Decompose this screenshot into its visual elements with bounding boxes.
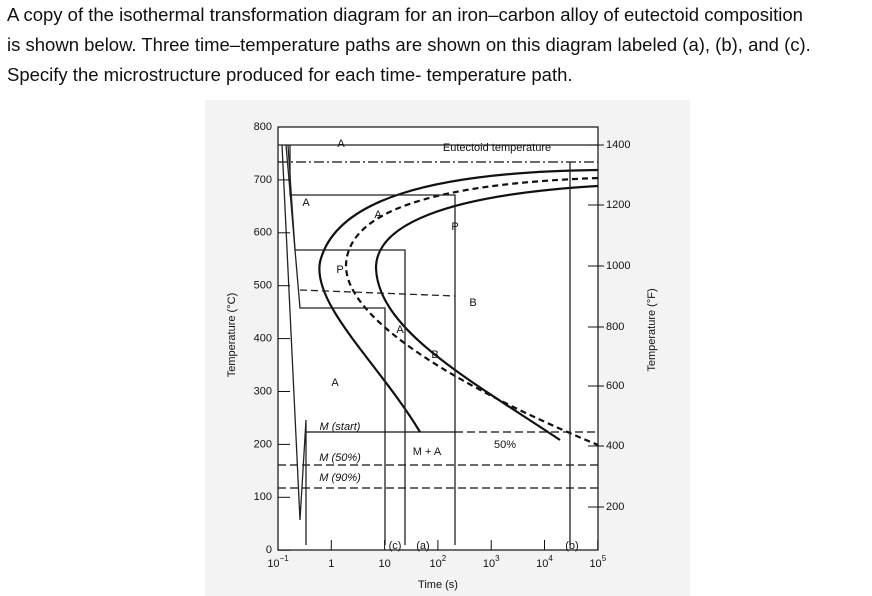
path-line bbox=[281, 144, 307, 545]
x-tick-exp: 5 bbox=[602, 554, 607, 563]
x-tick-base: 10 bbox=[267, 558, 279, 570]
question-line: A copy of the isothermal transformation … bbox=[7, 4, 803, 25]
x-tick-label: 10−1 bbox=[267, 554, 289, 570]
diagram-label: (c) bbox=[389, 540, 402, 552]
x-tick-label: 10 bbox=[378, 558, 390, 570]
x-axis-label: Time (s) bbox=[418, 579, 458, 591]
diagram-label: A bbox=[337, 138, 345, 150]
diagram-label: B bbox=[431, 349, 438, 361]
y2-tick-label: 400 bbox=[606, 440, 624, 452]
y-axis-label: Temperature (°C) bbox=[226, 293, 238, 377]
diagram-label: 50% bbox=[494, 439, 516, 451]
question: A copy of the isothermal transformation … bbox=[7, 0, 811, 90]
y-tick-label: 0 bbox=[266, 544, 272, 556]
question-line: is shown below. Three time–temperature p… bbox=[7, 34, 811, 55]
y-tick-label: 700 bbox=[254, 174, 272, 186]
diagram-label: A bbox=[396, 324, 404, 336]
y2-tick-label: 1400 bbox=[606, 139, 630, 151]
diagram-label: M (start) bbox=[320, 421, 361, 433]
path-line bbox=[285, 144, 386, 545]
y-tick-label: 600 bbox=[254, 227, 272, 239]
y-tick-label: 200 bbox=[254, 438, 272, 450]
x-tick-exp: −1 bbox=[280, 554, 290, 563]
finish-curve bbox=[374, 184, 599, 441]
diagram-label: A bbox=[331, 377, 339, 389]
diagram-label: (b) bbox=[565, 540, 578, 552]
diagram-label: (a) bbox=[416, 540, 429, 552]
labels: 8007006005004003002001000140012001000800… bbox=[226, 121, 658, 591]
diagram-label: M + A bbox=[413, 446, 442, 458]
y2-tick-label: 1200 bbox=[606, 199, 630, 211]
y-tick-label: 100 bbox=[254, 491, 272, 503]
x-tick-base: 10 bbox=[378, 558, 390, 570]
y-tick-label: 800 bbox=[254, 121, 272, 133]
diagram-label: Eutectoid temperature bbox=[443, 142, 551, 154]
y-tick-label: 500 bbox=[254, 280, 272, 292]
path-line bbox=[299, 289, 456, 297]
x-tick-exp: 3 bbox=[495, 554, 500, 563]
y-tick-label: 400 bbox=[254, 333, 272, 345]
y2-tick-label: 800 bbox=[606, 321, 624, 333]
x-tick-label: 105 bbox=[589, 554, 606, 570]
path-line bbox=[287, 144, 406, 545]
x-tick-base: 10 bbox=[536, 558, 548, 570]
diagram-label: P bbox=[451, 221, 458, 233]
x-tick-base: 10 bbox=[483, 558, 495, 570]
diagram-label: M (90%) bbox=[319, 472, 361, 484]
diagram-label: A bbox=[302, 197, 310, 209]
start-curve bbox=[318, 168, 599, 433]
x-tick-label: 102 bbox=[430, 554, 447, 570]
diagram-label: B bbox=[469, 297, 476, 309]
x-tick-exp: 2 bbox=[442, 554, 447, 563]
y2-tick-label: 600 bbox=[606, 380, 624, 392]
diagram-label: P bbox=[336, 264, 343, 276]
y-tick-label: 300 bbox=[254, 385, 272, 397]
x-tick-base: 10 bbox=[430, 558, 442, 570]
x-tick-label: 104 bbox=[536, 554, 553, 570]
x-tick-exp: 4 bbox=[548, 554, 553, 563]
question-line: Specify the microstructure produced for … bbox=[7, 64, 573, 85]
diagram-label: A bbox=[374, 209, 382, 221]
y2-tick-label: 1000 bbox=[606, 260, 630, 272]
x-tick-base: 10 bbox=[589, 558, 601, 570]
x-tick-label: 1 bbox=[328, 558, 334, 570]
x-tick-label: 103 bbox=[483, 554, 500, 570]
fifty-percent-curve bbox=[344, 176, 599, 447]
diagram-label: M (50%) bbox=[319, 452, 361, 464]
y2-tick-label: 200 bbox=[606, 501, 624, 513]
y2-axis-label: Temperature (°F) bbox=[646, 288, 658, 371]
x-tick-base: 1 bbox=[328, 558, 334, 570]
